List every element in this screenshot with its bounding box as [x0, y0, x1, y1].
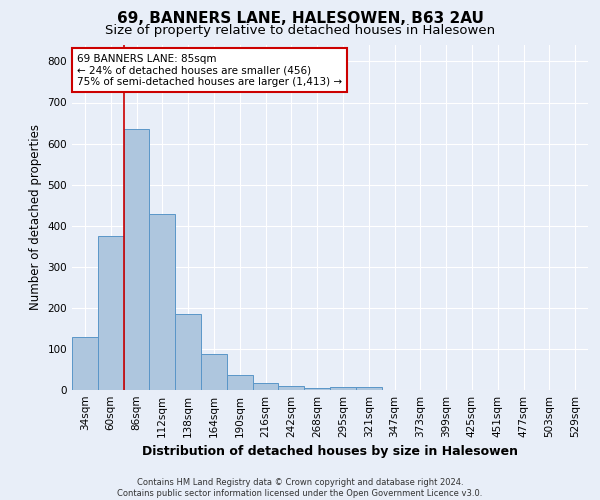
Text: Contains HM Land Registry data © Crown copyright and database right 2024.
Contai: Contains HM Land Registry data © Crown c…: [118, 478, 482, 498]
Y-axis label: Number of detached properties: Number of detached properties: [29, 124, 42, 310]
Bar: [149, 214, 175, 390]
Text: 69, BANNERS LANE, HALESOWEN, B63 2AU: 69, BANNERS LANE, HALESOWEN, B63 2AU: [116, 11, 484, 26]
Bar: [72, 338, 98, 390]
Bar: [304, 388, 330, 390]
Text: Size of property relative to detached houses in Halesowen: Size of property relative to detached ho…: [105, 24, 495, 37]
Text: 69 BANNERS LANE: 85sqm
← 24% of detached houses are smaller (456)
75% of semi-de: 69 BANNERS LANE: 85sqm ← 24% of detached…: [77, 54, 342, 87]
Bar: [330, 386, 356, 390]
Bar: [278, 386, 304, 390]
X-axis label: Distribution of detached houses by size in Halesowen: Distribution of detached houses by size …: [142, 446, 518, 458]
Bar: [124, 129, 149, 390]
Bar: [175, 314, 201, 390]
Bar: [227, 375, 253, 390]
Bar: [356, 386, 382, 390]
Bar: [98, 236, 124, 390]
Bar: [253, 382, 278, 390]
Bar: [201, 354, 227, 390]
